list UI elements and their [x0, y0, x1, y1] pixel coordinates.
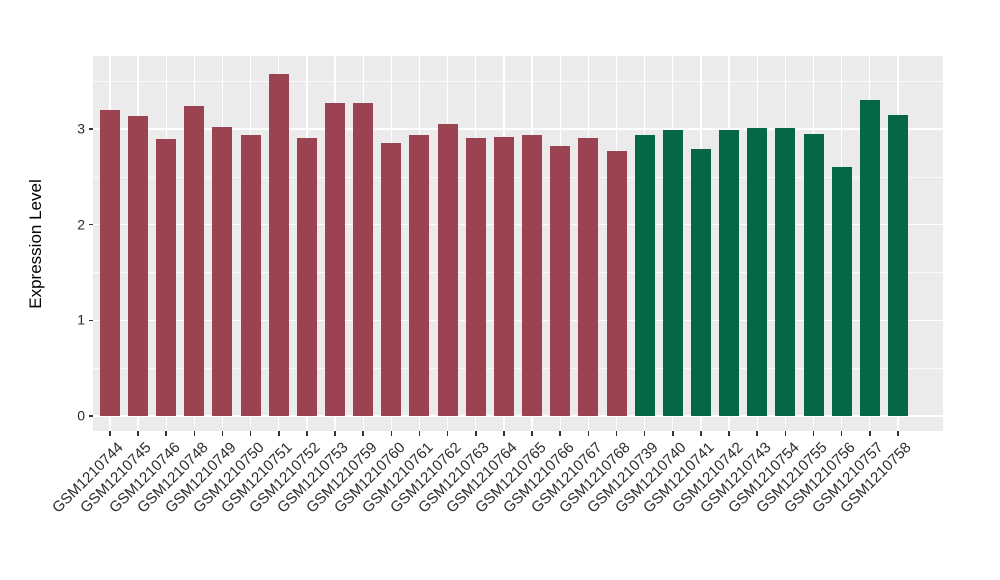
bar-GSM1210740 — [662, 129, 683, 416]
x-tick — [615, 431, 618, 436]
major-gridline — [93, 223, 943, 226]
major-gridline — [93, 319, 943, 322]
x-tick — [700, 431, 702, 436]
x-tick — [165, 431, 167, 436]
bar-GSM1210739 — [634, 134, 655, 416]
bar-GSM1210756 — [831, 167, 852, 416]
x-tick — [869, 431, 871, 436]
y-tick-label: 1 — [77, 311, 85, 328]
x-tick — [446, 431, 449, 436]
x-tick — [109, 431, 111, 436]
x-tick — [249, 431, 252, 436]
bar-GSM1210748 — [184, 105, 205, 416]
y-axis-title: Expression Level — [26, 179, 45, 309]
x-tick — [756, 431, 758, 436]
bar-GSM1210759 — [353, 103, 374, 416]
x-tick — [531, 431, 533, 436]
minor-gridline — [93, 272, 943, 274]
major-gridline — [93, 415, 943, 417]
bar-GSM1210746 — [156, 139, 177, 416]
x-tick — [840, 431, 843, 436]
major-gridline — [93, 128, 943, 130]
x-tick — [334, 431, 336, 436]
bar-GSM1210753 — [325, 103, 346, 416]
bar-GSM1210750 — [240, 134, 261, 416]
bar-GSM1210766 — [550, 146, 571, 416]
x-tick — [221, 431, 224, 436]
y-tick — [88, 223, 93, 226]
bar-GSM1210744 — [99, 109, 120, 416]
x-tick — [587, 431, 590, 436]
x-tick — [475, 431, 477, 436]
y-tick — [88, 128, 93, 130]
x-tick — [306, 431, 308, 436]
x-tick — [728, 431, 730, 436]
y-tick-label: 0 — [77, 407, 85, 424]
x-tick — [503, 431, 505, 436]
minor-gridline — [93, 368, 943, 370]
bar-GSM1210745 — [128, 115, 149, 416]
bar-GSM1210742 — [719, 129, 740, 416]
bar-GSM1210760 — [381, 143, 402, 416]
x-tick — [362, 431, 364, 436]
bar-GSM1210764 — [493, 136, 514, 416]
minor-gridline — [93, 81, 943, 83]
x-tick — [137, 431, 139, 436]
bar-GSM1210767 — [578, 138, 599, 416]
bar-GSM1210768 — [606, 150, 627, 416]
minor-gridline — [93, 176, 943, 178]
bar-GSM1210754 — [775, 127, 796, 416]
y-tick — [88, 415, 93, 417]
bar-GSM1210755 — [803, 133, 824, 416]
x-tick — [643, 431, 646, 436]
plot-panel — [93, 56, 943, 431]
bar-GSM1210762 — [437, 124, 458, 416]
bar-GSM1210743 — [747, 127, 768, 416]
x-tick — [897, 431, 899, 436]
bar-GSM1210751 — [268, 74, 289, 416]
x-tick — [193, 431, 196, 436]
bar-GSM1210763 — [465, 138, 486, 416]
y-tick-label: 3 — [77, 120, 85, 137]
y-tick-label: 2 — [77, 216, 85, 233]
x-tick — [812, 431, 815, 436]
x-tick — [390, 431, 393, 436]
bar-GSM1210749 — [212, 127, 233, 416]
x-tick — [559, 431, 561, 436]
bar-GSM1210758 — [887, 114, 908, 416]
x-tick — [418, 431, 421, 436]
bar-GSM1210757 — [859, 100, 880, 416]
x-tick — [784, 431, 787, 436]
x-tick — [672, 431, 674, 436]
bar-GSM1210765 — [522, 134, 543, 416]
x-tick — [278, 431, 280, 436]
y-tick — [88, 319, 93, 322]
bar-GSM1210752 — [296, 137, 317, 416]
bar-GSM1210741 — [690, 149, 711, 416]
bar-GSM1210761 — [409, 134, 430, 416]
